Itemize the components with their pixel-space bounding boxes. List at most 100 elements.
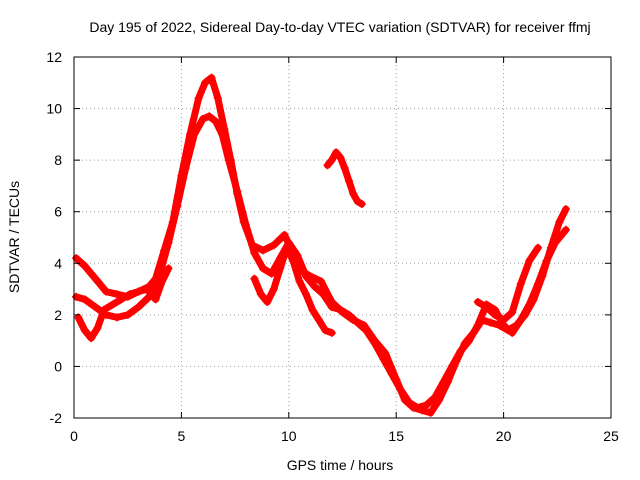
data-point-marker <box>269 285 278 294</box>
y-tick-label: 0 <box>54 358 62 374</box>
data-point-marker <box>327 156 336 165</box>
data-point-marker <box>310 282 319 291</box>
data-point-marker <box>413 403 422 412</box>
data-point-marker <box>336 305 345 314</box>
x-tick-label: 15 <box>388 428 404 444</box>
series-track-e <box>323 148 366 208</box>
data-point-marker <box>327 328 336 337</box>
data-point-marker <box>158 277 167 286</box>
data-point-marker <box>164 238 173 247</box>
y-tick-label: 12 <box>46 49 62 65</box>
data-point-marker <box>91 303 100 312</box>
grid-lines <box>74 57 611 418</box>
data-point-marker <box>353 197 362 206</box>
data-point-marker <box>102 287 111 296</box>
data-point-marker <box>491 310 499 319</box>
data-point-marker <box>344 176 353 185</box>
data-point-marker <box>259 246 267 255</box>
data-point-marker <box>430 393 439 402</box>
x-tick-label: 5 <box>178 428 186 444</box>
y-axis-label: SDTVAR / TECUs <box>6 181 22 293</box>
data-point-marker <box>387 370 396 379</box>
data-point-marker <box>250 249 259 257</box>
data-point-marker <box>473 321 482 330</box>
data-point-marker <box>551 238 560 247</box>
data-point-marker <box>123 310 132 319</box>
data-point-marker <box>321 326 330 335</box>
data-point-marker <box>486 318 495 327</box>
data-point-marker <box>198 114 207 123</box>
series-band <box>72 112 570 412</box>
x-tick-label: 10 <box>281 428 297 444</box>
data-point-marker <box>534 279 542 288</box>
data-point-marker <box>233 187 242 196</box>
data-point-marker <box>314 316 323 324</box>
data-point-marker <box>508 328 517 337</box>
data-point-marker <box>317 277 325 286</box>
data-point-marker <box>465 336 474 345</box>
data-point-marker <box>534 243 542 252</box>
data-point-marker <box>143 285 151 294</box>
data-point-marker <box>448 362 456 371</box>
data-point-marker <box>516 316 525 324</box>
chart-title: Day 195 of 2022, Sidereal Day-to-day VTE… <box>89 19 590 35</box>
series-track-d <box>250 243 336 337</box>
data-point-marker <box>280 230 289 239</box>
data-point-marker <box>100 305 109 314</box>
y-tick-label: 6 <box>54 204 62 220</box>
data-point-marker <box>293 251 302 260</box>
data-point-marker <box>422 401 431 410</box>
y-tick-label: 8 <box>54 152 62 168</box>
data-point-marker <box>396 385 405 394</box>
data-point-marker <box>80 295 89 304</box>
data-point-marker <box>276 264 285 273</box>
data-point-marker <box>336 153 345 162</box>
y-tick-label: 2 <box>54 307 62 323</box>
data-point-marker <box>344 310 353 319</box>
data-point-marker <box>516 279 525 288</box>
data-point-marker <box>259 264 267 273</box>
series-track-c <box>74 264 173 343</box>
data-point-marker <box>295 277 304 286</box>
data-point-marker <box>308 305 317 314</box>
x-axis-label: GPS time / hours <box>287 457 394 473</box>
data-point-marker <box>323 161 332 170</box>
data-point-marker <box>379 354 388 363</box>
x-tick-label: 0 <box>70 428 78 444</box>
data-point-marker <box>357 200 366 208</box>
y-axis-ticks: -2 0 2 4 6 8 10 12 <box>46 49 611 426</box>
x-tick-label: 25 <box>603 428 619 444</box>
data-point-marker <box>113 313 121 322</box>
data-point-marker <box>332 148 341 157</box>
data-point-marker <box>125 290 134 299</box>
data-point-marker <box>499 316 508 324</box>
data-point-marker <box>113 290 121 299</box>
data-point-marker <box>456 347 465 355</box>
data-point-marker <box>482 303 491 312</box>
series-band <box>72 74 570 417</box>
data-point-marker <box>267 269 276 278</box>
data-point-marker <box>194 94 203 103</box>
data-point-marker <box>282 243 291 252</box>
data-point-marker <box>542 256 551 265</box>
series-track-f <box>473 243 542 324</box>
data-point-marker <box>241 220 250 229</box>
data-point-marker <box>302 272 310 281</box>
data-point-marker <box>349 189 358 198</box>
data-point-marker <box>134 287 143 296</box>
data-point-marker <box>302 290 310 299</box>
data-point-marker <box>405 398 414 407</box>
plot-frame <box>73 56 612 419</box>
data-point-marker <box>426 408 435 417</box>
data-point-marker <box>151 295 160 304</box>
data-point-marker <box>370 339 379 348</box>
data-point-marker <box>269 241 278 250</box>
data-point-marker <box>525 300 534 309</box>
data-point-marker <box>205 112 214 121</box>
data-point-marker <box>117 295 126 304</box>
data-point-marker <box>327 303 336 312</box>
x-axis-ticks: 0 5 10 15 20 25 <box>70 57 619 444</box>
data-point-marker <box>263 298 272 306</box>
data-point-marker <box>525 256 534 265</box>
